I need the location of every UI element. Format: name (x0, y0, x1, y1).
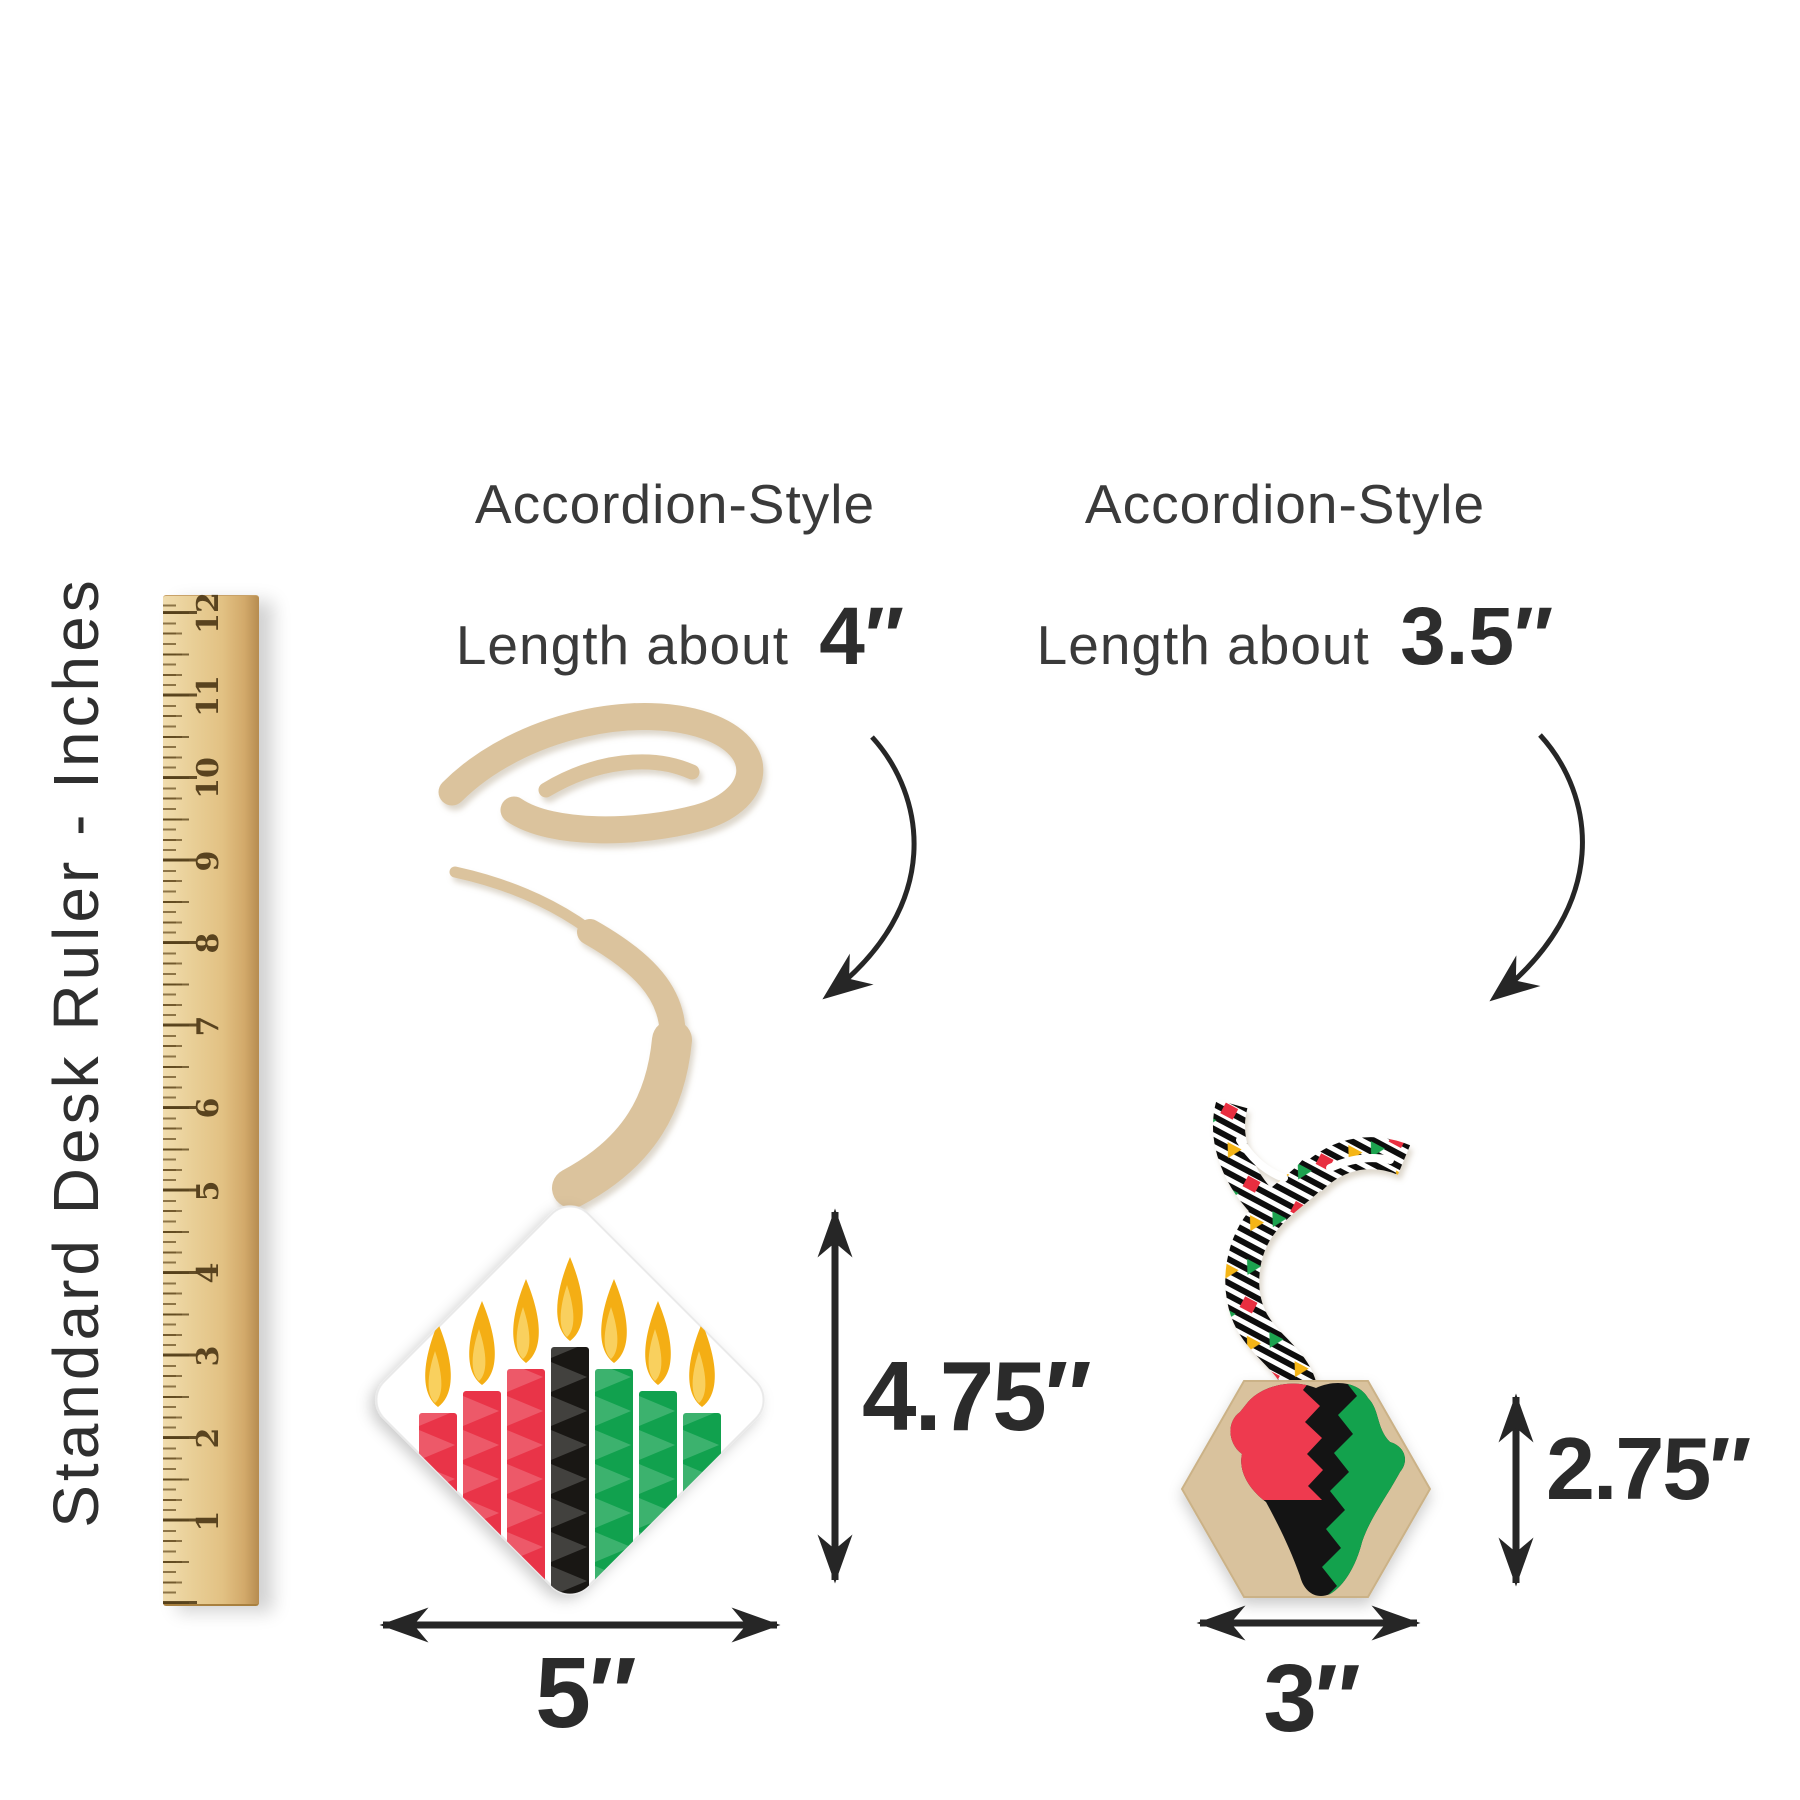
right-kente-swirl (1213, 1099, 1411, 1397)
right-length-value: 3.5″ (1400, 591, 1554, 682)
candle-flame-highlights (428, 1285, 706, 1403)
left-width-label: 5″ (535, 1637, 637, 1749)
right-length-prefix: Length about (1036, 614, 1370, 676)
left-height-label: 4.75″ (862, 1341, 1092, 1451)
hexagon-card (1180, 1380, 1432, 1598)
right-width-label: 3″ (1263, 1645, 1360, 1752)
ruler-inch-ticks (163, 596, 197, 1604)
left-length-prefix: Length about (455, 614, 789, 676)
left-length-value: 4″ (819, 591, 905, 682)
right-item-length-label: Length about 3.5″ (1005, 590, 1585, 684)
left-item-length-label: Length about 4″ (395, 590, 965, 684)
ruler: 12 11 10 9 8 7 6 5 4 3 2 1 (163, 592, 259, 1606)
right-item-style-label: Accordion-Style (1084, 473, 1486, 535)
diamond-card (375, 1205, 765, 1605)
right-curved-arrow (1489, 733, 1585, 1002)
left-kraft-swirl (438, 703, 764, 1208)
right-height-label: 2.75″ (1546, 1419, 1751, 1518)
left-curved-arrow (822, 735, 917, 1000)
left-item-style-label: Accordion-Style (474, 473, 876, 535)
